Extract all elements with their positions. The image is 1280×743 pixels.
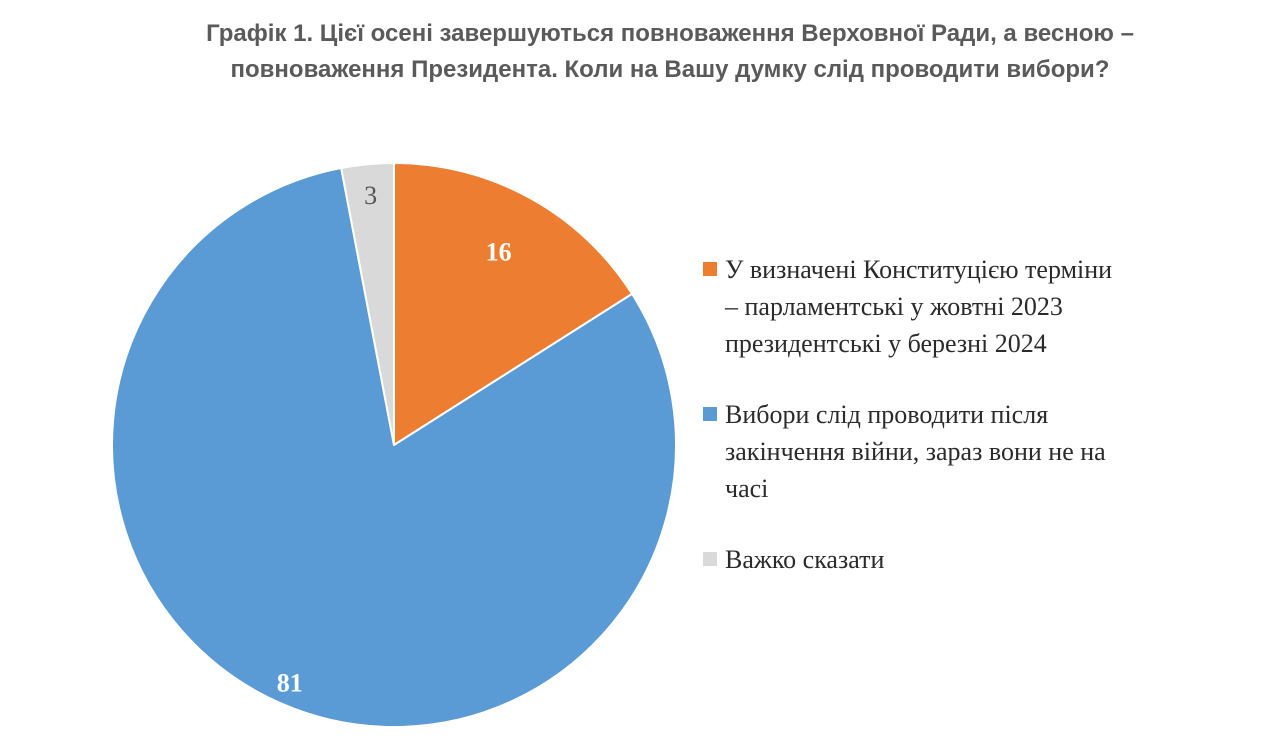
legend-swatch-blue <box>703 407 717 421</box>
pie-slice-constitutional-terms <box>393 162 634 446</box>
legend-item-hard-to-say: Важко сказати <box>703 541 1223 578</box>
legend-item-constitutional-terms: У визначені Конституцією терміни – парла… <box>703 251 1223 362</box>
pie-slice-after-war <box>110 166 677 728</box>
legend-label-line: У визначені Конституцією терміни <box>725 255 1113 284</box>
data-label-hard-to-say: 3 <box>364 181 377 210</box>
legend-swatch-gray <box>703 552 717 566</box>
legend-swatch-orange <box>703 262 717 276</box>
chart-title: Графік 1. Цієї осені завершуються повнов… <box>100 16 1240 88</box>
legend-label-line: закінчення війни, зараз вони не на <box>725 437 1106 466</box>
legend-label-line: часі <box>725 474 769 503</box>
data-label-constitutional-terms: 16 <box>486 238 512 267</box>
pie-slice-hard-to-say <box>340 162 395 446</box>
legend-item-after-war: Вибори слід проводити після закінчення в… <box>703 396 1223 507</box>
pie-data-labels: 16 81 3 <box>277 181 512 698</box>
legend-label-line: Вибори слід проводити після <box>725 400 1049 429</box>
pie-slices <box>110 162 677 728</box>
legend-label-line: Важко сказати <box>725 545 885 574</box>
legend-label-line: президентські у березні 2024 <box>725 329 1047 358</box>
legend-label-line: – парламентські у жовтні 2023 <box>725 292 1063 321</box>
legend: У визначені Конституцією терміни – парла… <box>703 251 1223 612</box>
data-label-after-war: 81 <box>277 669 303 698</box>
chart-title-line-1: Графік 1. Цієї осені завершуються повнов… <box>206 20 1134 47</box>
chart-title-line-2: повноваження Президента. Коли на Вашу ду… <box>230 56 1110 83</box>
